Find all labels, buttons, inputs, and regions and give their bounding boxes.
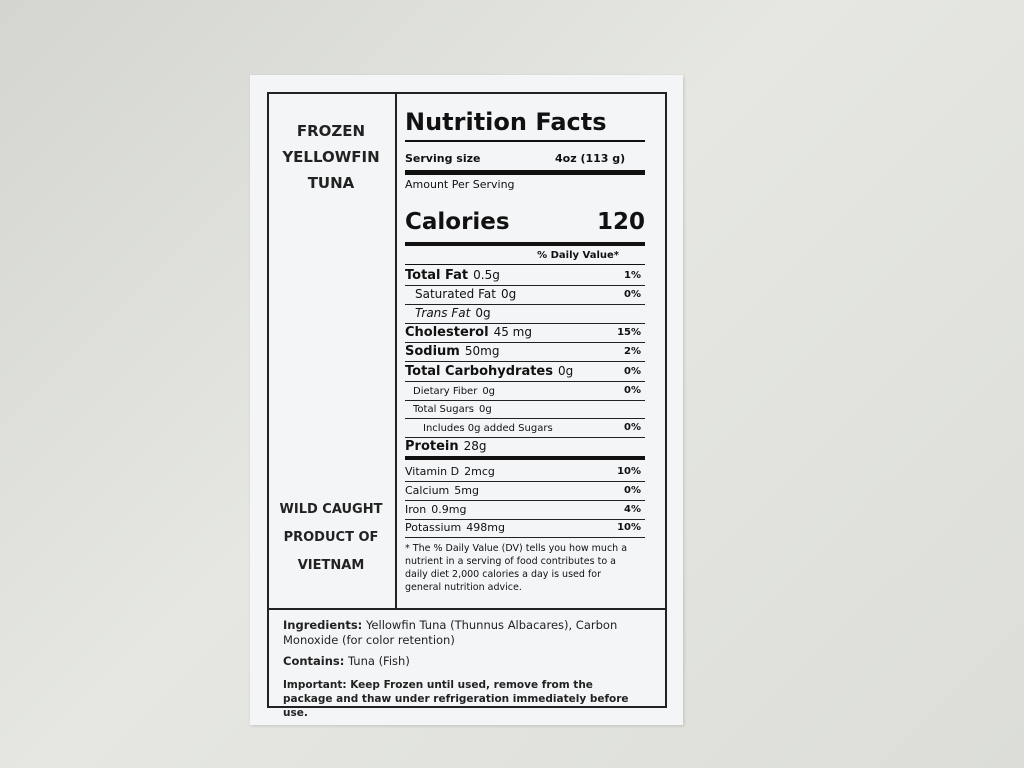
nutrient-amount: 28g [463, 439, 487, 453]
important-text: Keep Frozen until used, remove from the … [283, 679, 629, 719]
nutrient-row: Cholesterol 45 mg 15% [405, 323, 645, 343]
nutrient-row: Includes 0g added Sugars 0% [405, 418, 645, 438]
contains-text: Tuna (Fish) [348, 654, 410, 668]
nutrient-amount: 0.5g [473, 268, 500, 282]
daily-value: 15% [617, 327, 641, 338]
nutrient-row: Protein 28g [405, 437, 645, 457]
rule [405, 264, 645, 265]
nutrient-amount: 0g [500, 287, 517, 301]
serving-size: 4oz (113 g) [555, 152, 626, 165]
ingredients-box: Ingredients: Yellowfin Tuna (Thunnus Alb… [269, 608, 665, 719]
important: Important: Keep Frozen until used, remov… [283, 678, 643, 720]
rule [405, 170, 645, 175]
amount-per-serving: Amount Per Serving [405, 178, 515, 191]
origin: PRODUCT OF [283, 530, 379, 545]
nutrient-amount: 0g [475, 306, 491, 320]
nutrient-row: Calcium 5mg 0% [405, 481, 645, 501]
daily-value: 10% [617, 466, 641, 477]
label-frame: FROZEN YELLOWFIN TUNA WILD CAUGHT PRODUC… [267, 92, 667, 719]
nutrient-amount: 2mcg [464, 465, 495, 478]
nutrient-amount: 50mg [464, 344, 500, 358]
nutrient-row: Total Fat 0.5g 1% [405, 266, 645, 286]
nutrient-name: Cholesterol [405, 325, 489, 340]
footnote: * The % Daily Value (DV) tells you how m… [405, 543, 628, 593]
nutrient-name: Trans Fat [415, 306, 471, 320]
nutrition-title: Nutrition Facts [405, 108, 607, 136]
product-name: YELLOWFIN [282, 148, 380, 166]
product-name: TUNA [307, 174, 355, 192]
nutrient-name: Total Sugars [413, 404, 475, 415]
nutrient-name: Iron [405, 503, 427, 516]
nutrient-row: Dietary Fiber 0g 0% [405, 381, 645, 401]
nutrient-row: Potassium 498mg 10% [405, 518, 645, 538]
nutrient-row: Trans Fat 0g [405, 304, 645, 324]
daily-value: 0% [624, 422, 641, 433]
daily-value: 1% [624, 270, 641, 281]
origin: VIETNAM [297, 558, 365, 573]
contains-label: Contains: [283, 654, 345, 668]
ingredients-label: Ingredients: [283, 618, 363, 632]
important-label: Important: [283, 679, 347, 691]
daily-value: 0% [624, 289, 641, 300]
nutrient-row: Sodium 50mg 2% [405, 342, 645, 362]
nutrient-row: Total Carbohydrates 0g 0% [405, 362, 645, 382]
product-name: FROZEN [296, 122, 366, 140]
daily-value: 4% [624, 504, 641, 515]
nutrient-amount: 45 mg [493, 325, 532, 339]
rule [405, 140, 645, 142]
nutrient-row: Total Sugars 0g [405, 399, 645, 419]
calories-value: 120 [596, 209, 645, 235]
nutrient-amount: 0g [558, 364, 574, 378]
nutrient-row: Saturated Fat 0g 0% [405, 285, 645, 305]
daily-value: 2% [624, 346, 641, 357]
nutrient-amount: 0g [479, 404, 492, 415]
daily-value: 10% [617, 522, 641, 533]
nutrient-name: Potassium [405, 521, 462, 534]
origin: WILD CAUGHT [279, 502, 383, 517]
nutrient-row: Vitamin D 2mcg 10% [405, 462, 645, 482]
daily-value: 0% [624, 385, 641, 396]
label-card: FROZEN YELLOWFIN TUNA WILD CAUGHT PRODUC… [250, 75, 683, 725]
nutrient-name: Total Carbohydrates [405, 364, 553, 379]
nutrient-name: Total Fat [405, 268, 469, 283]
nutrient-name: Dietary Fiber [413, 386, 478, 397]
nutrient-amount: 0g [482, 386, 496, 397]
rule [405, 242, 645, 246]
dv-header: % Daily Value* [537, 250, 619, 261]
daily-value: 0% [624, 366, 641, 377]
nutrient-amount: 5mg [454, 484, 479, 497]
rule [405, 456, 645, 460]
contains: Contains: Tuna (Fish) [283, 654, 643, 669]
nutrient-amount: 498mg [466, 521, 505, 534]
nutrient-name: Saturated Fat [415, 287, 496, 301]
left-panel: FROZEN YELLOWFIN TUNA WILD CAUGHT PRODUC… [269, 94, 397, 608]
serving-label: Serving size [405, 152, 481, 165]
ingredients-text: Yellowfin Tuna (Thunnus Albacares), Carb… [283, 618, 618, 647]
nutrient-name: Sodium [405, 344, 460, 359]
nutrient-name: Protein [405, 439, 459, 454]
nutrient-name: Calcium [405, 484, 450, 497]
nutrient-name: Includes 0g added Sugars [423, 423, 553, 434]
nutrient-name: Vitamin D [405, 465, 460, 478]
nutrient-row: Iron 0.9mg 4% [405, 500, 645, 520]
nutrient-amount: 0.9mg [431, 503, 467, 516]
ingredients: Ingredients: Yellowfin Tuna (Thunnus Alb… [283, 618, 643, 648]
daily-value: 0% [624, 485, 641, 496]
calories-label: Calories [405, 209, 510, 235]
